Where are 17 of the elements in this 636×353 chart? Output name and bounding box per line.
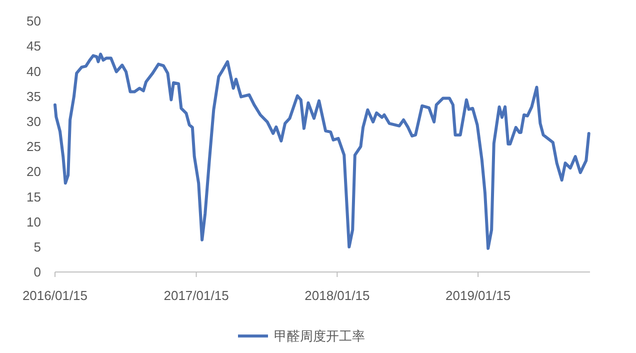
y-tick-label: 20 — [26, 164, 41, 180]
x-tick-label: 2019/01/15 — [446, 288, 511, 303]
y-tick-label: 35 — [26, 88, 41, 104]
y-tick-label: 40 — [26, 64, 41, 79]
y-tick-label: 50 — [26, 14, 41, 29]
y-tick-label: 25 — [26, 139, 41, 154]
legend-label: 甲醛周度开工率 — [274, 328, 365, 344]
y-tick-label: 30 — [26, 114, 41, 129]
line-series — [54, 52, 590, 250]
x-tick-label: 2017/01/15 — [164, 288, 229, 303]
y-tick-label: 0 — [34, 264, 41, 280]
y-tick-label: 15 — [26, 189, 41, 204]
y-tick-label: 10 — [26, 214, 41, 230]
y-tick-label: 5 — [34, 239, 41, 254]
x-tick-label: 2016/01/15 — [22, 288, 88, 303]
y-tick-label: 45 — [26, 38, 41, 54]
x-tick-label: 2018/01/15 — [304, 288, 370, 303]
